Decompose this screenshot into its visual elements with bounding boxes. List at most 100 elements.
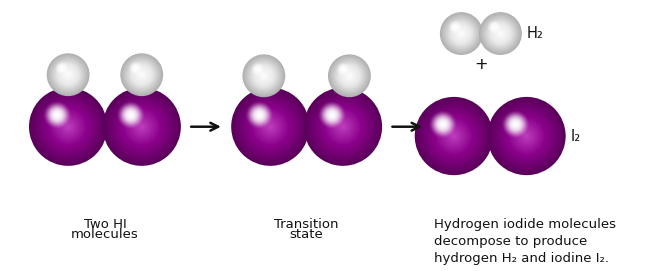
Circle shape (448, 21, 474, 46)
Circle shape (445, 17, 478, 50)
Circle shape (341, 67, 346, 72)
Circle shape (242, 54, 285, 97)
Circle shape (452, 24, 471, 43)
Circle shape (256, 112, 285, 141)
Circle shape (57, 115, 80, 138)
Circle shape (64, 71, 72, 78)
Circle shape (133, 118, 151, 136)
Circle shape (133, 66, 138, 71)
Circle shape (515, 123, 517, 125)
Circle shape (441, 123, 467, 149)
Circle shape (493, 26, 508, 41)
Circle shape (335, 62, 364, 90)
Circle shape (258, 70, 270, 82)
Circle shape (254, 66, 274, 86)
Circle shape (484, 17, 517, 51)
Circle shape (117, 102, 166, 151)
Circle shape (248, 60, 280, 92)
Circle shape (254, 110, 287, 144)
Circle shape (341, 67, 358, 84)
Circle shape (430, 112, 477, 160)
Circle shape (329, 112, 335, 118)
Circle shape (136, 70, 147, 80)
Circle shape (54, 112, 60, 118)
Circle shape (511, 119, 521, 129)
Circle shape (259, 72, 268, 80)
Circle shape (52, 58, 84, 91)
Circle shape (431, 112, 455, 136)
Circle shape (244, 57, 283, 95)
Circle shape (265, 121, 276, 132)
Circle shape (452, 135, 455, 137)
Circle shape (512, 120, 519, 128)
Circle shape (513, 121, 519, 127)
Circle shape (318, 102, 368, 151)
Circle shape (443, 16, 479, 51)
Circle shape (433, 114, 453, 134)
Circle shape (502, 111, 551, 161)
Circle shape (266, 123, 274, 131)
Circle shape (239, 95, 302, 158)
Circle shape (509, 117, 523, 131)
Circle shape (65, 72, 71, 78)
Circle shape (134, 67, 137, 70)
Circle shape (492, 25, 497, 29)
Circle shape (441, 14, 481, 54)
Circle shape (432, 114, 476, 158)
Circle shape (134, 119, 150, 134)
Circle shape (248, 105, 292, 149)
Circle shape (249, 61, 279, 91)
Circle shape (491, 24, 510, 43)
Circle shape (263, 74, 265, 77)
Circle shape (122, 106, 140, 124)
Circle shape (487, 20, 514, 47)
Circle shape (107, 92, 177, 162)
Circle shape (269, 125, 272, 128)
Circle shape (309, 93, 377, 161)
Circle shape (105, 90, 178, 163)
Circle shape (243, 55, 285, 96)
Circle shape (340, 66, 359, 85)
Circle shape (486, 18, 515, 49)
Circle shape (441, 122, 445, 126)
Circle shape (341, 124, 346, 129)
Circle shape (332, 59, 367, 93)
Circle shape (449, 21, 473, 46)
Circle shape (330, 56, 369, 96)
Circle shape (61, 67, 75, 82)
Circle shape (425, 107, 482, 165)
Circle shape (255, 67, 260, 72)
Circle shape (335, 119, 351, 134)
Circle shape (54, 60, 83, 89)
Circle shape (58, 116, 79, 137)
Circle shape (253, 65, 274, 86)
Circle shape (255, 66, 261, 73)
Circle shape (50, 108, 64, 122)
Circle shape (491, 24, 497, 30)
Circle shape (268, 124, 273, 129)
Circle shape (506, 115, 525, 133)
Circle shape (124, 57, 160, 93)
Circle shape (324, 107, 340, 123)
Circle shape (31, 89, 106, 164)
Circle shape (60, 119, 76, 134)
Circle shape (135, 67, 136, 69)
Circle shape (497, 30, 504, 37)
Circle shape (346, 73, 352, 79)
Circle shape (264, 120, 277, 133)
Circle shape (119, 103, 142, 127)
Circle shape (60, 66, 64, 70)
Circle shape (126, 110, 136, 120)
Circle shape (343, 69, 344, 70)
Circle shape (495, 28, 506, 38)
Circle shape (137, 70, 146, 79)
Circle shape (118, 103, 165, 150)
Circle shape (103, 88, 181, 166)
Circle shape (430, 111, 456, 137)
Circle shape (256, 68, 272, 84)
Circle shape (332, 58, 367, 94)
Circle shape (49, 107, 65, 123)
Circle shape (133, 65, 151, 84)
Circle shape (330, 114, 356, 140)
Circle shape (253, 64, 263, 74)
